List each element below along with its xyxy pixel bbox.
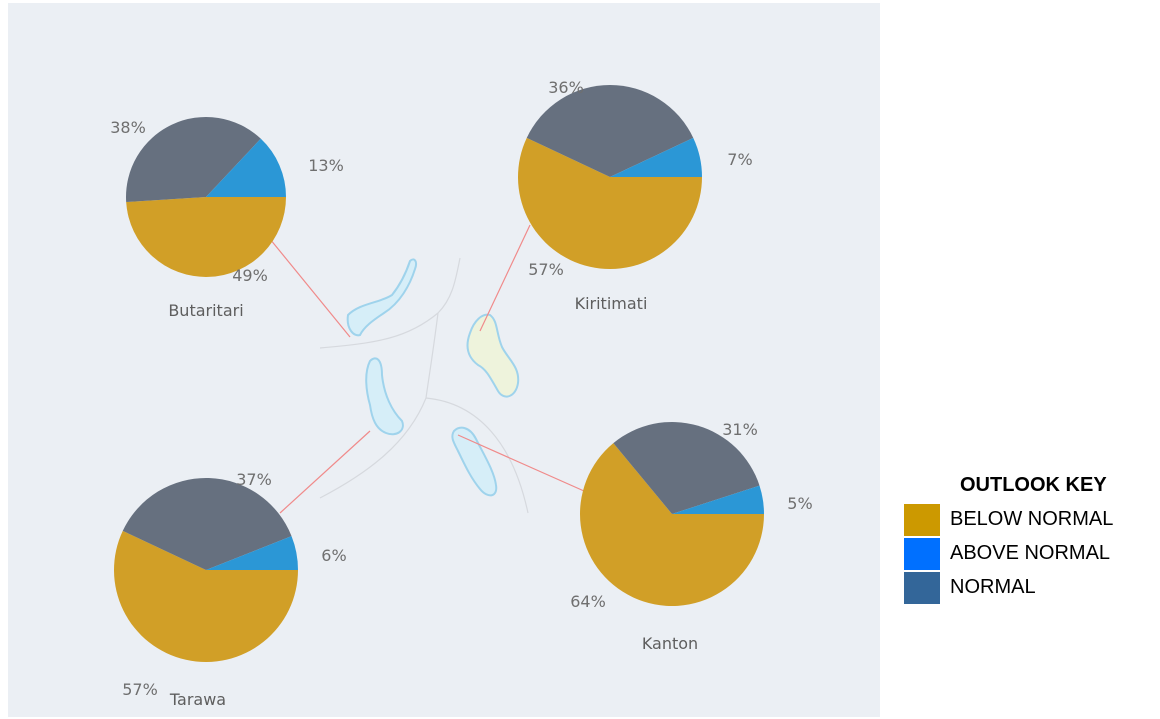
legend-item-below-normal: BELOW NORMAL [904, 504, 1160, 536]
boundary-line [425, 312, 439, 399]
slice-below-kanton [580, 443, 764, 606]
boundary-line [319, 257, 461, 349]
station-name-kanton: Kanton [642, 634, 698, 653]
slice-below-tarawa [114, 530, 299, 663]
slice-above-kanton [672, 485, 764, 514]
slice-normal-butaritari [126, 117, 261, 203]
slice-above-kiritimati [610, 137, 702, 177]
label-below-tarawa: 57% [122, 680, 158, 699]
label-normal-kanton: 31% [722, 420, 758, 439]
station-name-kiritimati: Kiritimati [575, 294, 648, 313]
island-kiritimati [466, 313, 520, 398]
slice-normal-tarawa [122, 478, 292, 570]
leader-line-tarawa [279, 430, 371, 514]
slice-normal-kanton [613, 421, 760, 514]
label-normal-kiritimati: 36% [548, 78, 584, 97]
station-name-butaritari: Butaritari [168, 301, 243, 320]
legend-item-normal: NORMAL [904, 572, 1160, 604]
slice-above-tarawa [206, 536, 298, 570]
boundary-line [319, 397, 427, 499]
label-below-kiritimati: 57% [528, 260, 564, 279]
legend-label: ABOVE NORMAL [950, 542, 1111, 564]
label-normal-butaritari: 38% [110, 118, 146, 137]
boundary-line [425, 397, 529, 514]
leader-line-kiritimati [479, 224, 531, 332]
legend-label: BELOW NORMAL [950, 508, 1114, 530]
label-above-butaritari: 13% [308, 156, 344, 175]
slice-below-kiritimati [518, 137, 702, 270]
outlook-map: 49% 13% 38% Butaritari 57% 7% 36% Kiritimati 57%… [8, 3, 880, 717]
legend-title: OUTLOOK KEY [960, 474, 1107, 496]
pie-charts: 49%13%38%Butaritari57%7%36%Kiritimati57%… [110, 78, 812, 709]
leader-line-butaritari [269, 238, 351, 338]
pie-butaritari: 49% 13% 38% Butaritari [110, 117, 344, 320]
slice-below-butaritari [126, 197, 286, 277]
slice-normal-kiritimati [526, 85, 694, 177]
station-name-tarawa: Tarawa [169, 690, 226, 709]
legend-label: NORMAL [950, 576, 1036, 598]
pie-tarawa: 57% 6% 37% Tarawa [114, 470, 347, 709]
island-butaritari [346, 258, 418, 337]
legend-item-above-normal: ABOVE NORMAL [904, 538, 1160, 570]
label-below-kanton: 64% [570, 592, 606, 611]
label-normal-tarawa: 37% [236, 470, 272, 489]
label-below-butaritari: 49% [232, 266, 268, 285]
label-above-tarawa: 6% [321, 546, 346, 565]
leader-line-kanton [457, 434, 585, 492]
pie-kanton: 64% 5% 31% Kanton [570, 420, 812, 653]
pie-kiritimati: 57% 7% 36% Kiritimati [518, 78, 753, 313]
map-canvas: 49%13%38%Butaritari57%7%36%Kiritimati57%… [8, 3, 880, 717]
label-above-kanton: 5% [787, 494, 812, 513]
legend-swatch [904, 504, 940, 536]
island-tarawa [365, 357, 404, 436]
legend-swatch [904, 572, 940, 604]
slice-above-butaritari [206, 138, 286, 197]
legend-swatch [904, 538, 940, 570]
island-kanton [451, 426, 498, 497]
label-above-kiritimati: 7% [727, 150, 752, 169]
